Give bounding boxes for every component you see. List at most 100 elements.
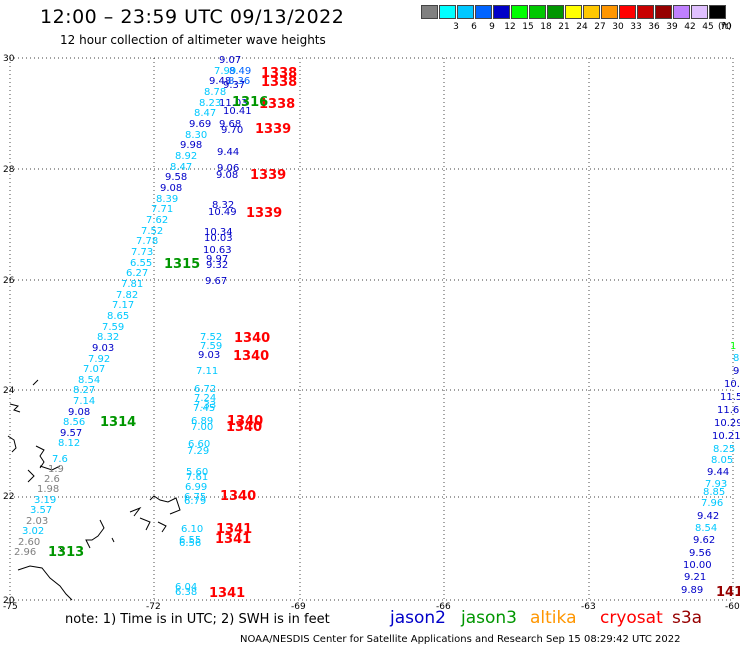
coastline (7, 379, 181, 601)
wave-height-value: 6.27 (126, 268, 149, 279)
wave-height-value: 9.44 (217, 147, 240, 158)
color-scale-label: 39 (666, 22, 678, 32)
wave-height-value: 8.92 (175, 151, 198, 162)
wave-height-value: 7.52 (200, 332, 223, 343)
footnote: note: 1) Time is in UTC; 2) SWH is in fe… (65, 612, 330, 627)
color-scale-label: 42 (684, 22, 696, 32)
wave-height-value: 9.68 (219, 119, 242, 130)
color-scale-cell (475, 5, 492, 19)
wave-height-value: 7.73 (131, 247, 154, 258)
wave-height-value: 8.05 (711, 455, 734, 466)
wave-height-value: 8.25 (713, 444, 736, 455)
wave-height-value: 7.33 (194, 400, 217, 411)
color-scale-label: 21 (558, 22, 570, 32)
longitude-label: -75 (3, 602, 18, 612)
wave-height-value: 8.65 (107, 311, 130, 322)
wave-height-value: 6.04 (175, 582, 198, 593)
wave-height-value: 10.29 (714, 418, 740, 429)
pass-number-label: 1340 (227, 414, 264, 429)
wave-height-value: 10.00 (683, 560, 712, 571)
wave-height-value: 7.59 (102, 322, 125, 333)
wave-height-value: 6.56 (179, 538, 202, 549)
wave-height-value: 8.32 (212, 200, 235, 211)
wave-height-value: 9.58 (165, 172, 188, 183)
pass-number-label: 1341 (209, 586, 246, 601)
wave-height-value: 2.96 (14, 547, 37, 558)
pass-number-label: 1339 (255, 122, 292, 137)
wave-height-value: 10. (724, 379, 740, 390)
color-scale-cell (655, 5, 672, 19)
color-scale-cell (421, 5, 438, 19)
wave-height-value: 6.60 (188, 439, 211, 450)
legend-item-s3a: s3a (672, 608, 703, 628)
wave-height-value: 7.78 (136, 236, 159, 247)
wave-height-value: 8.78 (204, 87, 227, 98)
wave-height-value: 8.47 (194, 108, 217, 119)
wave-height-value: 9.89 (681, 585, 704, 596)
wave-height-value: 7.07 (83, 364, 106, 375)
color-scale-unit: (ft) (718, 22, 732, 32)
page-subtitle: 12 hour collection of altimeter wave hei… (60, 33, 326, 47)
wave-height-value: 9.08 (216, 170, 239, 181)
wave-height-value: 6.72 (194, 384, 217, 395)
wave-height-value: 10.63 (203, 245, 232, 256)
wave-height-value: 8.27 (73, 385, 96, 396)
pass-number-label: 1314 (100, 415, 137, 430)
wave-height-value: 8.23 (199, 98, 222, 109)
wave-height-value: 9.56 (689, 548, 712, 559)
color-scale-cell (511, 5, 528, 19)
wave-height-value: 10.49 (208, 207, 237, 218)
color-scale-cell (529, 5, 546, 19)
wave-height-value: 7.24 (194, 393, 217, 404)
wave-height-value: 6.55 (179, 535, 202, 546)
wave-height-value: 11.03 (219, 98, 248, 109)
wave-height-value: 7.92 (88, 354, 111, 365)
wave-height-value: 6.55 (130, 258, 153, 269)
wave-height-value: 1.98 (37, 484, 60, 495)
legend-item-cryosat: cryosat (600, 608, 663, 628)
color-scale-label: 30 (612, 22, 624, 32)
wave-height-value: 7.93 (705, 479, 728, 490)
credit-line: NOAA/NESDIS Center for Satellite Applica… (240, 634, 681, 645)
wave-height-value: 9.06 (217, 163, 240, 174)
pass-number-label: 1340 (233, 349, 270, 364)
color-scale-label: 45 (702, 22, 714, 32)
wave-height-value: 9.03 (198, 350, 221, 361)
color-scale-cell (673, 5, 690, 19)
wave-height-value: 9.07 (219, 55, 242, 66)
wave-height-value: 10.21 (712, 431, 740, 442)
wave-height-value: 9.32 (206, 260, 229, 271)
pass-number-label: 1315 (164, 257, 201, 272)
wave-height-value: 9.08 (68, 407, 91, 418)
longitude-label: -66 (436, 602, 451, 612)
wave-height-value: 3.57 (30, 505, 53, 516)
longitude-label: -69 (291, 602, 306, 612)
wave-height-value: 8.54 (695, 523, 718, 534)
wave-height-value: 8.85 (703, 487, 726, 498)
wave-height-value: 7.82 (116, 290, 139, 301)
pass-number-label: 1313 (48, 545, 85, 560)
wave-height-value: 8 (733, 353, 740, 364)
wave-height-value: 9.57 (60, 428, 83, 439)
pass-number-label: 141 (716, 585, 740, 600)
wave-height-value: 7.45 (193, 403, 216, 414)
wave-height-value: 9.69 (189, 119, 212, 130)
color-scale-label: 18 (540, 22, 552, 32)
wave-height-value: 7.11 (196, 366, 219, 377)
color-scale-cell (547, 5, 564, 19)
pass-number-label: 1340 (234, 331, 271, 346)
longitude-label: -60 (725, 602, 740, 612)
wave-height-value: 9.37 (223, 80, 246, 91)
wave-height-value: 9.42 (697, 511, 720, 522)
wave-height-value: 1 (730, 341, 737, 352)
pass-number-label: 1338 (259, 97, 296, 112)
wave-height-value: 7.14 (73, 396, 96, 407)
wave-height-value: 7.62 (146, 215, 169, 226)
latitude-label: 22 (3, 492, 15, 502)
pass-number-label: 1338 (261, 66, 298, 81)
wave-height-value: 3.02 (22, 526, 45, 537)
wave-height-value: 9.03 (92, 343, 115, 354)
wave-height-value: 7.17 (112, 300, 135, 311)
wave-height-value: 7.99 (214, 66, 237, 77)
wave-height-value: 7.96 (701, 498, 724, 509)
